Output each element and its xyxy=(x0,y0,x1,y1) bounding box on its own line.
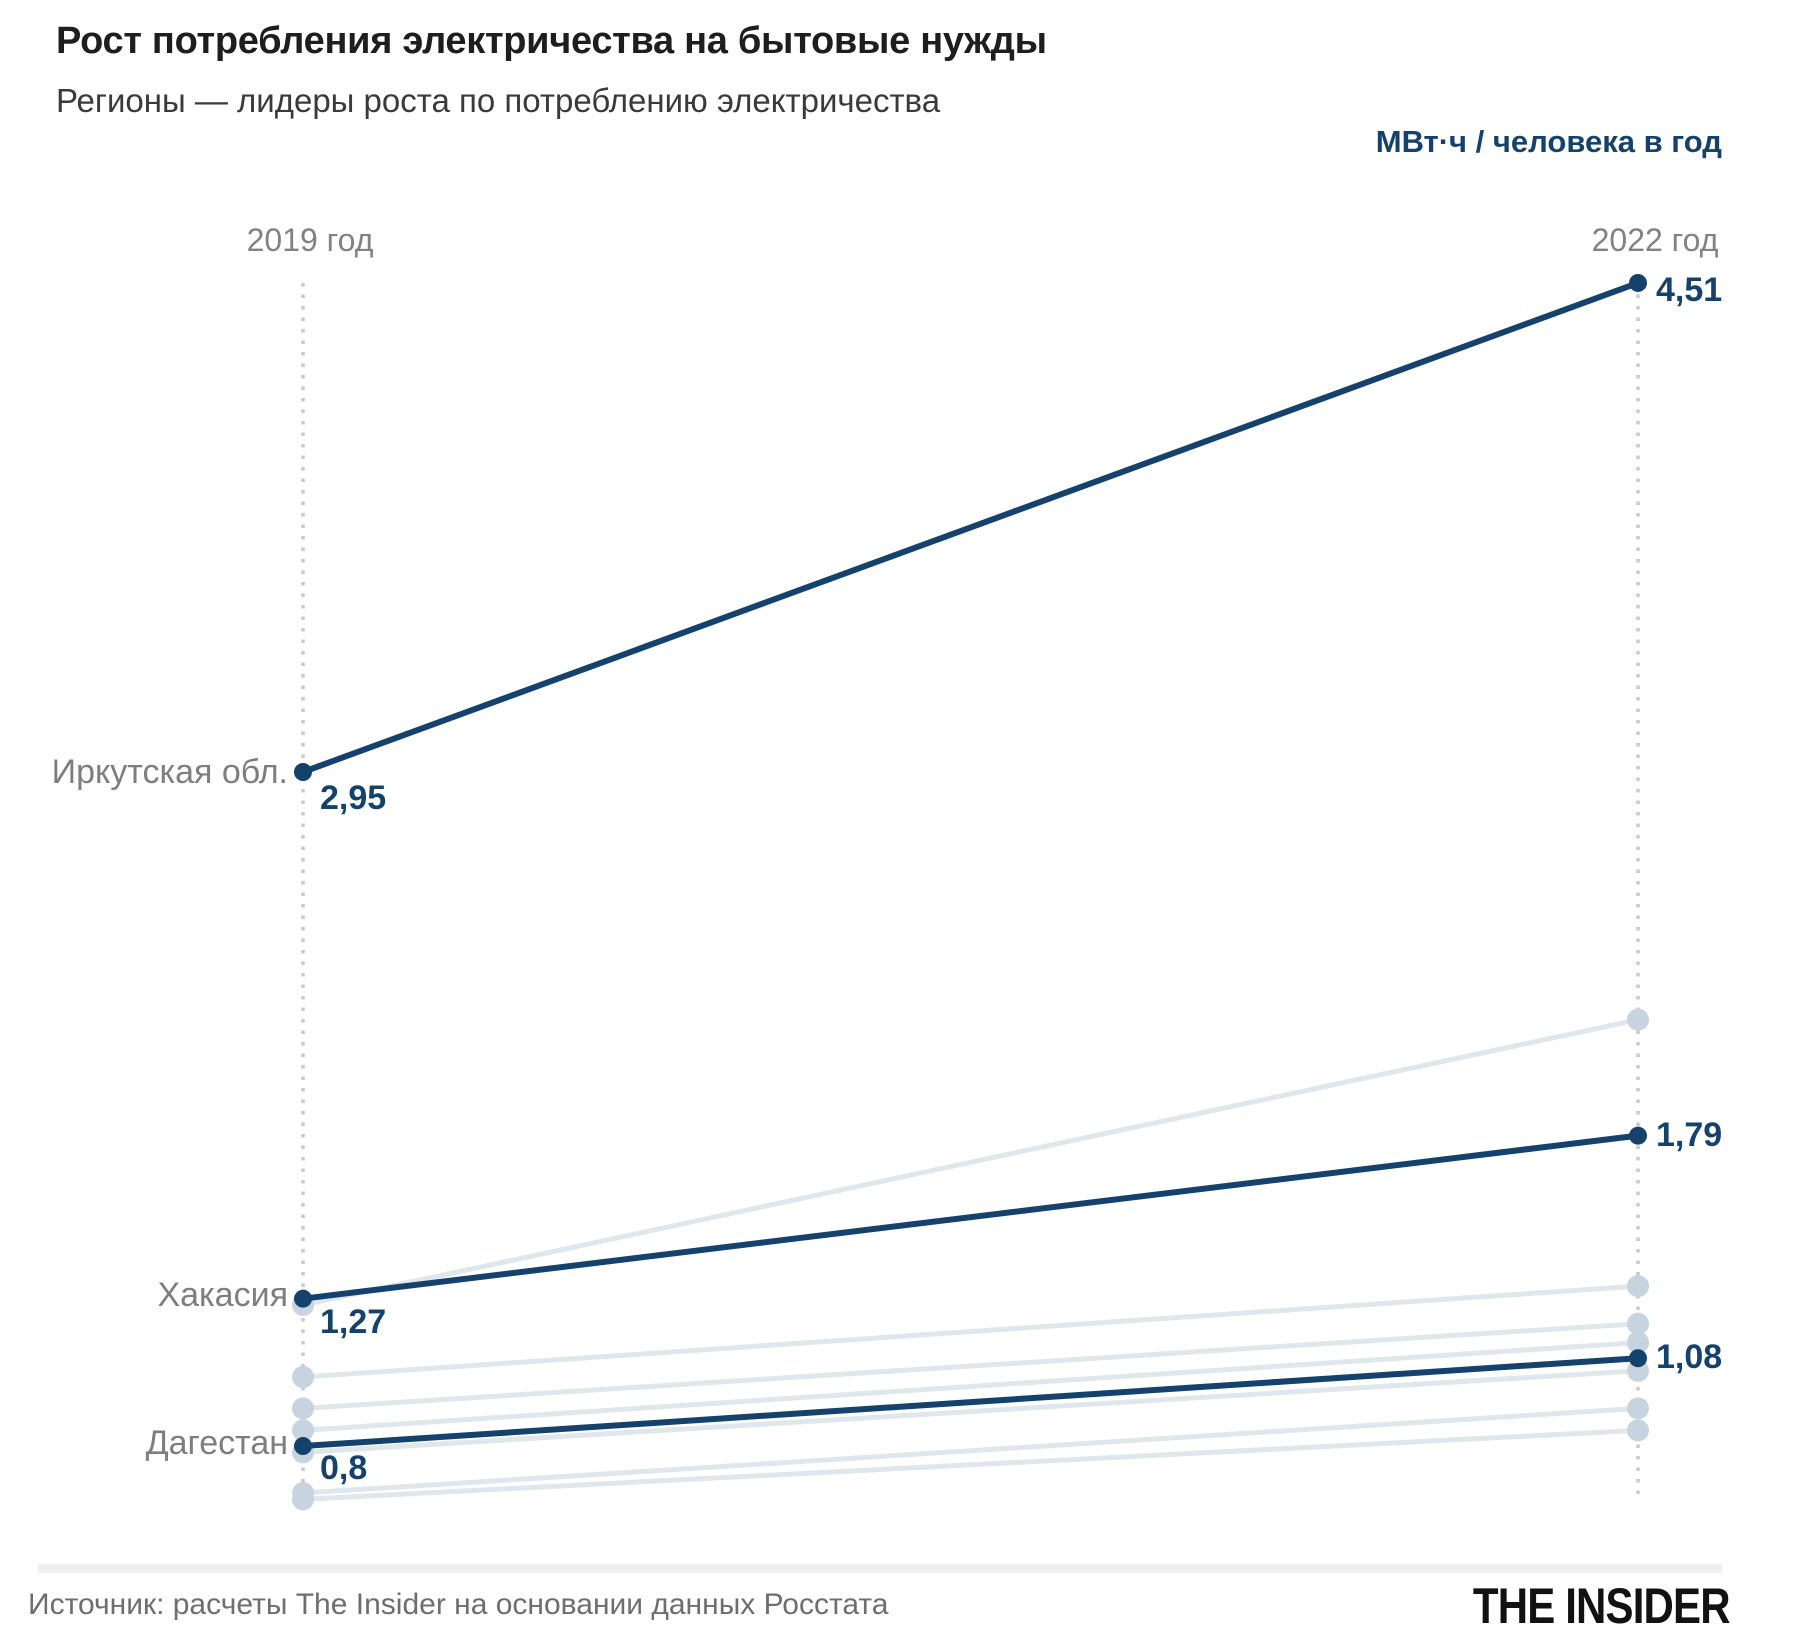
value-2022-khakassia: 1,79 xyxy=(1656,1116,1723,1154)
slope-line-irkutskaya-obl xyxy=(301,280,1640,775)
value-2019-khakassia: 1,27 xyxy=(320,1303,387,1341)
point-2019-khakassia xyxy=(294,1289,312,1308)
bg-point-right-4 xyxy=(1627,1331,1649,1354)
year-label-2022: 2022 год xyxy=(1591,222,1719,258)
bg-point-right-7 xyxy=(1627,1419,1649,1442)
bg-point-left-3 xyxy=(292,1397,314,1420)
footer-divider xyxy=(38,1564,1722,1573)
page-title: Рост потребления электричества на бытовы… xyxy=(56,20,1047,62)
unit-label: МВт·ч / человека в год xyxy=(1375,124,1722,159)
region-label-khakassia: Хакасия xyxy=(157,1276,288,1314)
bg-point-right-6 xyxy=(1627,1397,1649,1420)
bg-slope-line-7 xyxy=(302,1427,1639,1502)
bg-point-right-3 xyxy=(1627,1312,1649,1335)
point-2022-khakassia xyxy=(1629,1126,1647,1145)
point-2022-dagestan xyxy=(1629,1349,1647,1368)
region-label-dagestan: Дагестан xyxy=(145,1424,288,1462)
bg-slope-line-6 xyxy=(302,1405,1639,1496)
page-subtitle: Регионы — лидеры роста по потреблению эл… xyxy=(56,82,941,119)
year-label-2019: 2019 год xyxy=(246,222,374,258)
value-2022-dagestan: 1,08 xyxy=(1656,1338,1723,1376)
bg-slope-line-3 xyxy=(302,1321,1639,1411)
bg-slope-line-4 xyxy=(302,1340,1639,1433)
bg-point-left-2 xyxy=(292,1366,314,1389)
point-2019-dagestan xyxy=(294,1437,312,1456)
bg-point-left-7 xyxy=(292,1488,314,1511)
value-2022-irkutskaya-obl: 4,51 xyxy=(1656,271,1723,309)
value-2019-irkutskaya-obl: 2,95 xyxy=(320,779,387,817)
source-text: Источник: расчеты The Insider на основан… xyxy=(28,1588,889,1621)
value-2019-dagestan: 0,8 xyxy=(320,1449,368,1487)
point-2022-irkutskaya-obl xyxy=(1629,273,1647,292)
bg-point-left-4 xyxy=(292,1419,314,1442)
bg-slope-line-5 xyxy=(302,1368,1639,1455)
bg-slope-line-2 xyxy=(302,1283,1639,1380)
slope-line-dagestan xyxy=(302,1355,1639,1450)
bg-slope-line-1 xyxy=(302,1017,1639,1308)
the-insider-logo: THE INSIDER xyxy=(1473,1578,1731,1634)
bg-point-right-1 xyxy=(1627,1008,1649,1031)
slope-line-khakassia xyxy=(302,1132,1639,1302)
region-label-irkutskaya-obl: Иркутская обл. xyxy=(51,753,288,791)
point-2019-irkutskaya-obl xyxy=(294,763,312,781)
bg-point-right-2 xyxy=(1627,1275,1649,1298)
